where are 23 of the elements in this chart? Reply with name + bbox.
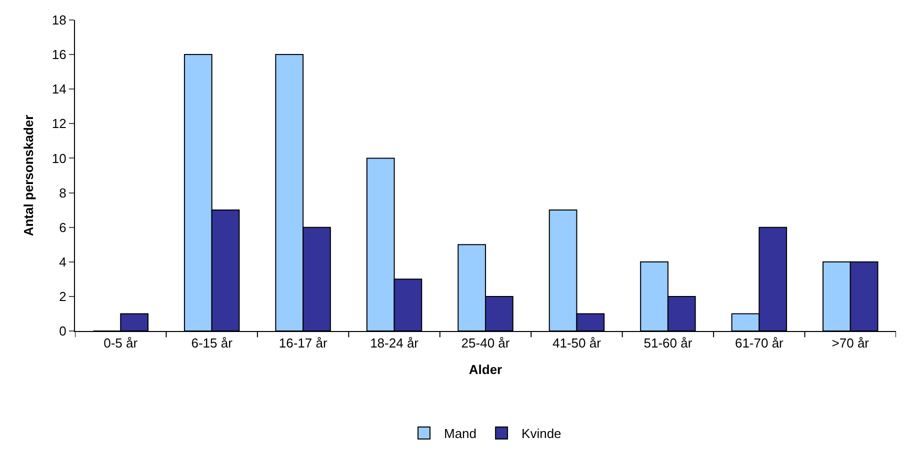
y-tick-label: 2 [59,288,66,304]
x-axis-title: Alder [468,362,502,378]
x-tick-label: 61-70 år [734,336,784,351]
y-tick-label: 14 [52,82,66,97]
x-tick-label: >70 år [832,336,870,351]
y-tick-label: 4 [59,254,66,270]
y-tick-label: 18 [52,12,66,28]
y-tick-label: 6 [59,220,66,235]
x-tick-label: 41-50 år [552,336,602,351]
x-tick-label: 6-15 år [191,336,234,351]
y-tick-label: 10 [52,150,66,166]
x-tick-label: 16-17 år [278,336,328,351]
y-tick-label: 12 [52,116,66,132]
x-tick-label: 25-40 år [461,336,510,351]
legend-label: Kvinde [522,426,562,442]
x-tick-label: 0-5 år [104,336,138,351]
x-tick-label: 18-24 år [370,336,420,351]
y-tick-label: 16 [52,47,66,62]
y-tick-label: 0 [59,324,66,339]
legend-label: Mand [444,426,477,442]
x-tick-label: 51-60 år [644,336,693,351]
y-axis-title: Antal personskader [20,114,36,236]
y-tick-label: 8 [59,185,66,200]
